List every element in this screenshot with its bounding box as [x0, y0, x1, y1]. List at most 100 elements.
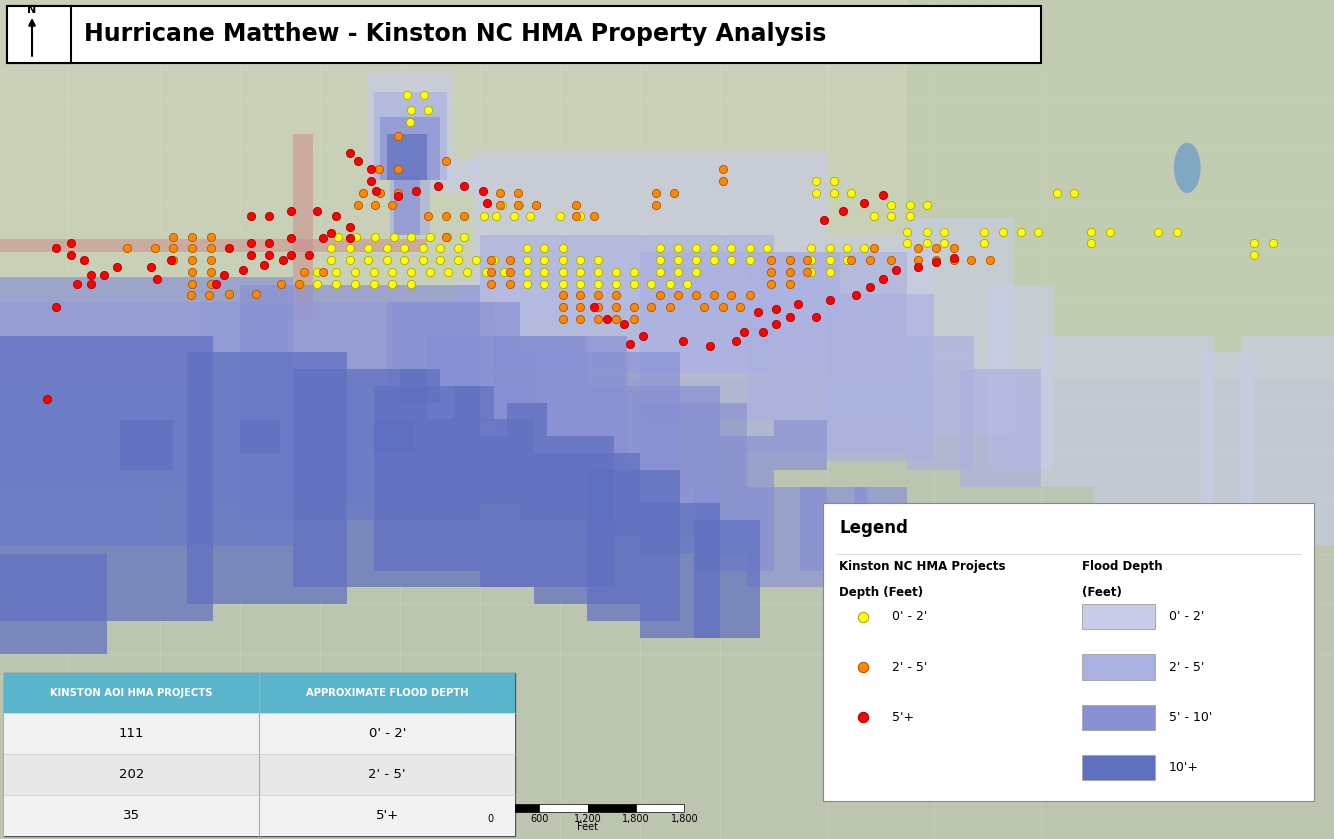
Point [339, 220, 360, 233]
Text: 202: 202 [119, 769, 144, 781]
Bar [120, 420, 173, 470]
Point [760, 253, 782, 267]
Point [325, 265, 347, 279]
Point [387, 163, 408, 176]
Point [552, 242, 574, 255]
Point [756, 242, 778, 255]
Text: 2' - 5': 2' - 5' [368, 769, 406, 781]
Point [60, 237, 81, 250]
Point [832, 205, 854, 218]
Bar [0, 302, 240, 487]
Text: (Feet): (Feet) [1082, 586, 1122, 598]
Point [840, 253, 862, 267]
Point [800, 265, 822, 279]
Bar [640, 503, 720, 638]
Point [499, 253, 520, 267]
Point [299, 248, 320, 262]
Point [747, 305, 768, 319]
Point [412, 242, 434, 255]
Point [387, 129, 408, 143]
Text: Feet: Feet [578, 822, 598, 832]
Text: 2' - 5': 2' - 5' [1169, 660, 1205, 674]
Bar [694, 487, 774, 571]
Point [632, 329, 654, 342]
Point [382, 198, 403, 211]
Point [796, 265, 818, 279]
Point [418, 210, 439, 223]
Point [147, 272, 168, 285]
Point [232, 263, 253, 277]
Point [800, 242, 822, 255]
Point [163, 230, 184, 243]
Point [730, 300, 751, 314]
Bar [907, 336, 974, 470]
Point [312, 265, 334, 279]
Bar [720, 436, 774, 487]
Point [347, 154, 368, 168]
Point [474, 210, 495, 223]
Text: 111: 111 [119, 727, 144, 740]
Bar [427, 336, 587, 503]
Point [943, 242, 964, 255]
Bar [774, 420, 827, 470]
Point [720, 289, 742, 302]
Point [907, 253, 928, 267]
Point [720, 242, 742, 255]
Point [526, 198, 547, 211]
Point [245, 287, 267, 300]
Point [623, 277, 644, 290]
Point [399, 116, 420, 129]
Point [419, 230, 440, 243]
Bar [240, 420, 280, 453]
Point [640, 277, 662, 290]
Point [293, 265, 315, 279]
Point [499, 277, 520, 290]
Bar [4, 673, 515, 713]
Point [899, 198, 920, 211]
Text: 2' - 5': 2' - 5' [892, 660, 928, 674]
Point [606, 312, 627, 326]
Point [667, 289, 688, 302]
Point [854, 242, 875, 255]
Bar [636, 804, 684, 812]
Point [916, 225, 938, 238]
Point [640, 300, 662, 314]
Point [45, 242, 67, 255]
Point [486, 210, 507, 223]
Point [36, 393, 57, 406]
Point [934, 237, 955, 250]
Point [394, 253, 415, 267]
Point [796, 253, 818, 267]
Point [1027, 225, 1049, 238]
Point [739, 242, 760, 255]
Point [896, 237, 918, 250]
Bar [427, 159, 480, 193]
Point [382, 265, 403, 279]
Point [435, 210, 456, 223]
Point [760, 265, 782, 279]
Point [412, 253, 434, 267]
Point [552, 312, 574, 326]
Point [587, 277, 608, 290]
Bar [823, 503, 1314, 801]
Bar [747, 252, 907, 453]
Point [819, 294, 840, 307]
Bar [293, 369, 427, 587]
Bar [390, 164, 430, 235]
Point [259, 210, 280, 223]
Point [1063, 186, 1085, 200]
Point [766, 317, 787, 331]
Bar [1082, 705, 1155, 730]
Point [623, 312, 644, 326]
Point [570, 265, 591, 279]
Point [840, 186, 862, 200]
Bar [1241, 336, 1334, 545]
Point [476, 196, 498, 210]
Bar [187, 352, 347, 604]
Text: APPROXIMATE FLOOD DEPTH: APPROXIMATE FLOOD DEPTH [305, 688, 468, 698]
Bar [520, 352, 680, 520]
Bar [1082, 755, 1155, 780]
Point [163, 253, 184, 267]
Point [899, 210, 920, 223]
Bar [0, 554, 107, 654]
